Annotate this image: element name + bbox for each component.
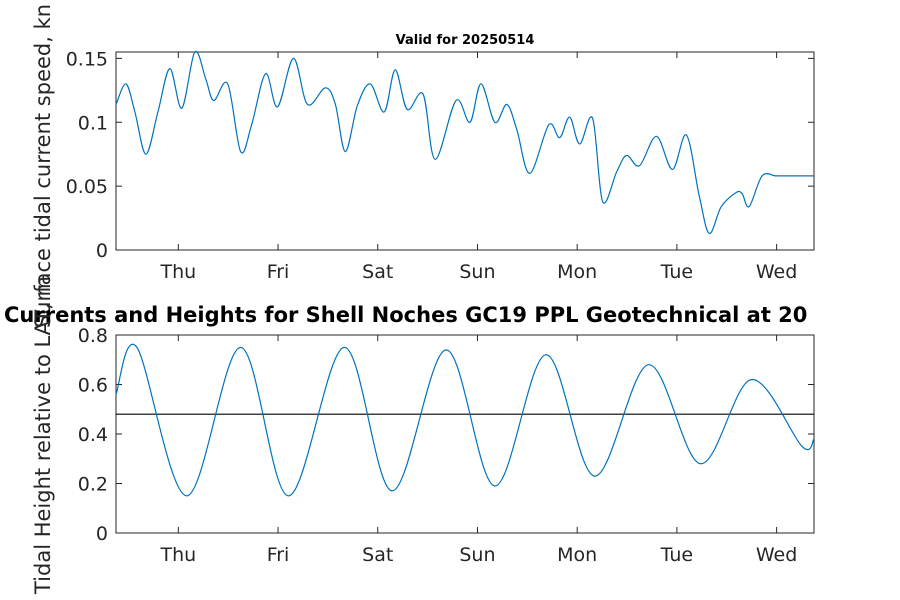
current-x-tick-label: Thu bbox=[159, 261, 196, 283]
height-x-tick-label: Tue bbox=[660, 544, 693, 566]
current-x-tick-labels: Thu Fri Sat Sun Mon Tue Wed bbox=[159, 261, 797, 283]
current-y-tick-label: 0.05 bbox=[66, 176, 108, 198]
height-x-tick-label: Sat bbox=[362, 544, 393, 566]
height-x-tick-label: Thu bbox=[159, 544, 196, 566]
height-x-tick-labels: Thu Fri Sat Sun Mon Tue Wed bbox=[159, 544, 797, 566]
current-x-tick-label: Mon bbox=[557, 261, 597, 283]
current-x-tick-label: Wed bbox=[756, 261, 797, 283]
current-y-tick-label: 0.1 bbox=[78, 112, 108, 134]
current-x-tick-label: Fri bbox=[267, 261, 290, 283]
height-y-tick-label: 0.8 bbox=[78, 325, 108, 347]
current-x-tick-label: Tue bbox=[660, 261, 693, 283]
height-x-tick-label: Mon bbox=[557, 544, 597, 566]
height-x-tick-label: Sun bbox=[459, 544, 495, 566]
current-axes-box bbox=[115, 51, 815, 251]
height-chart-title: Currents and Heights for Shell Noches GC… bbox=[4, 303, 807, 327]
tidal-height-line bbox=[115, 343, 815, 497]
current-y-tick-label: 0.15 bbox=[66, 48, 108, 70]
height-y-tick-label: 0.6 bbox=[78, 375, 108, 397]
current-speed-line bbox=[115, 50, 814, 235]
current-axis-ticks bbox=[116, 52, 814, 251]
height-y-tick-label: 0.2 bbox=[78, 474, 108, 496]
height-y-tick-label: 0.4 bbox=[78, 424, 108, 446]
height-y-tick-labels: 0 0.2 0.4 0.6 0.8 bbox=[78, 325, 108, 545]
current-y-axis-label: Surface tidal current speed, kn bbox=[31, 4, 55, 328]
current-y-tick-label: 0 bbox=[96, 240, 108, 262]
height-y-axis-label: Tidal Height relative to LAT, m bbox=[31, 276, 55, 595]
height-y-tick-label: 0 bbox=[96, 523, 108, 545]
current-x-tick-label: Sat bbox=[362, 261, 393, 283]
height-x-tick-label: Wed bbox=[756, 544, 797, 566]
current-chart-title: Valid for 20250514 bbox=[396, 33, 535, 48]
current-x-tick-label: Sun bbox=[459, 261, 495, 283]
tidal-height-panel: Thu Fri Sat Sun Mon Tue Wed 0 0.2 0.4 0.6 0.8 Curr… bbox=[4, 276, 815, 595]
height-axes-box bbox=[115, 334, 815, 534]
current-y-tick-labels: 0 0.05 0.1 0.15 bbox=[66, 48, 108, 262]
current-speed-panel: Thu Fri Sat Sun Mon Tue Wed 0 0.05 0.1 0.15 Valid… bbox=[31, 4, 815, 328]
height-axis-ticks bbox=[116, 334, 814, 534]
height-x-tick-label: Fri bbox=[267, 544, 290, 566]
